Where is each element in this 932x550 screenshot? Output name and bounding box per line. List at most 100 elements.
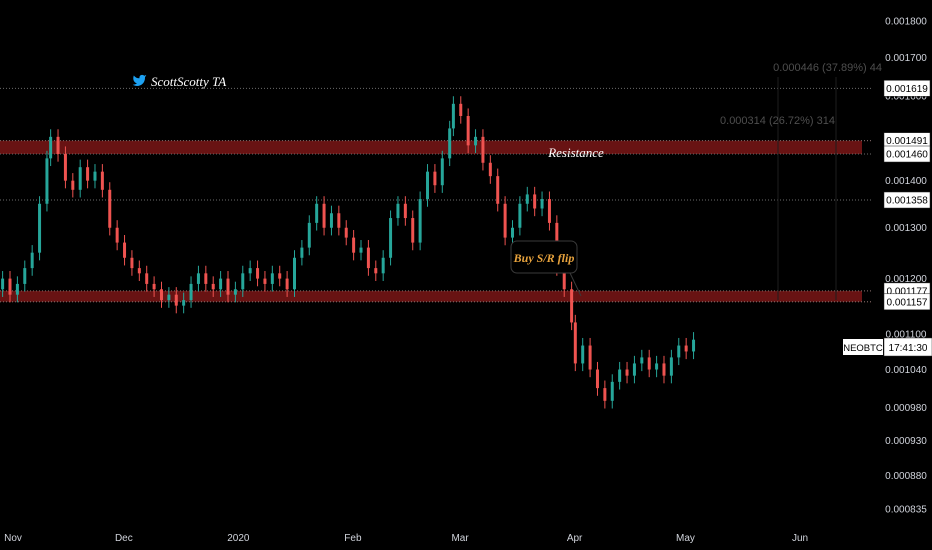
candle-body: [466, 116, 470, 146]
candle-body: [625, 369, 629, 376]
callout-buy-sr-flip[interactable]: Buy S/R flip: [510, 240, 582, 297]
price-label-box: [883, 293, 931, 311]
candle-body: [270, 273, 274, 284]
y-tick-label: 0.001600: [885, 91, 927, 102]
candle: [263, 271, 267, 292]
candle-body: [329, 213, 333, 228]
candle: [684, 337, 688, 360]
candle-body: [38, 203, 42, 253]
candle: [418, 191, 422, 251]
candle: [93, 164, 97, 189]
candle: [359, 240, 363, 261]
candle-body: [278, 273, 282, 279]
candle: [108, 182, 112, 236]
candle: [211, 276, 215, 297]
candle: [573, 314, 577, 372]
y-tick-label: 0.001200: [885, 274, 927, 285]
candle-body: [241, 273, 245, 290]
candle: [322, 196, 326, 236]
candle-body: [366, 247, 370, 269]
x-tick-label: Nov: [4, 533, 22, 544]
candle-body: [595, 369, 599, 389]
candle: [618, 361, 622, 390]
twitter-bird-icon: [132, 74, 147, 86]
candle: [130, 250, 134, 276]
candle-body: [344, 227, 348, 238]
candle-body: [285, 278, 289, 290]
candle: [448, 120, 452, 167]
candle-body: [669, 357, 673, 376]
candle: [137, 260, 141, 281]
candle: [488, 155, 492, 184]
candles: [1, 96, 696, 409]
candle-body: [71, 180, 75, 190]
x-tick-label: Dec: [115, 533, 133, 544]
candle-body: [293, 257, 297, 290]
candle: [86, 159, 90, 189]
candle: [300, 240, 304, 266]
candle: [63, 146, 67, 189]
candle-body: [352, 237, 356, 253]
candle-body: [167, 294, 171, 301]
price-label-box: [883, 80, 931, 97]
candle: [45, 150, 49, 212]
candle-body: [655, 363, 659, 370]
candle: [293, 250, 297, 297]
candle-body: [503, 203, 507, 238]
candle: [433, 164, 437, 193]
candle-body: [359, 247, 363, 253]
author-name: ScottScotty TA: [151, 74, 226, 89]
candle-body: [145, 273, 149, 284]
candle: [270, 265, 274, 292]
candle: [352, 230, 356, 261]
x-tick-label: Mar: [451, 533, 469, 544]
candle-body: [115, 227, 119, 243]
candle-body: [263, 278, 267, 284]
candle-body: [15, 283, 19, 295]
candle: [625, 361, 629, 384]
candle-body: [226, 278, 230, 295]
candle: [219, 271, 223, 297]
candle: [381, 250, 385, 281]
y-tick-label: 0.001040: [885, 365, 927, 376]
candle: [496, 168, 500, 212]
candle: [570, 281, 574, 331]
candle-body: [448, 128, 452, 159]
candle-body: [618, 369, 622, 382]
candle: [366, 240, 370, 276]
symbol-name: NEOBTC: [843, 343, 883, 354]
level-lines: [0, 87, 872, 303]
candle-body: [488, 162, 492, 177]
candle-body: [662, 363, 666, 376]
candle-body: [540, 199, 544, 209]
candle: [329, 205, 333, 236]
price-label-box: [883, 191, 931, 209]
x-tick-label: 2020: [227, 533, 250, 544]
candle: [49, 129, 53, 167]
candle: [603, 380, 607, 409]
candle: [459, 96, 463, 124]
candle: [503, 196, 507, 246]
candle-body: [63, 154, 67, 181]
candle: [662, 355, 666, 384]
candle-body: [496, 176, 500, 204]
candle-body: [315, 203, 319, 223]
y-tick-label: 0.000980: [885, 403, 927, 414]
time-axis[interactable]: Nov Dec 2020 Feb Mar Apr May Jun: [4, 533, 808, 544]
candle-body: [411, 218, 415, 243]
y-tick-label: 0.001700: [885, 53, 927, 64]
candle-body: [433, 171, 437, 186]
y-tick-label: 0.001400: [885, 176, 927, 187]
candle: [403, 196, 407, 226]
x-tick-label: Jun: [792, 533, 808, 544]
candle-body: [204, 273, 208, 284]
candle: [451, 96, 455, 137]
candle-body: [510, 227, 514, 238]
candle-body: [93, 171, 97, 181]
y-tick-label: 0.000880: [885, 471, 927, 482]
candle-body: [440, 158, 444, 186]
candle: [196, 265, 200, 292]
candle: [474, 129, 478, 154]
